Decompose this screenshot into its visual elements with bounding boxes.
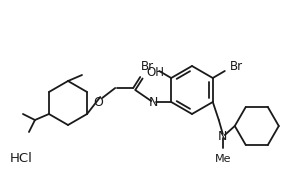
Text: Br: Br: [141, 59, 154, 73]
Text: HCl: HCl: [10, 152, 33, 164]
Text: N: N: [149, 96, 158, 108]
Text: Br: Br: [230, 59, 243, 73]
Text: OH: OH: [146, 65, 164, 79]
Text: N: N: [218, 130, 227, 142]
Text: O: O: [93, 96, 103, 108]
Text: Me: Me: [215, 154, 231, 164]
